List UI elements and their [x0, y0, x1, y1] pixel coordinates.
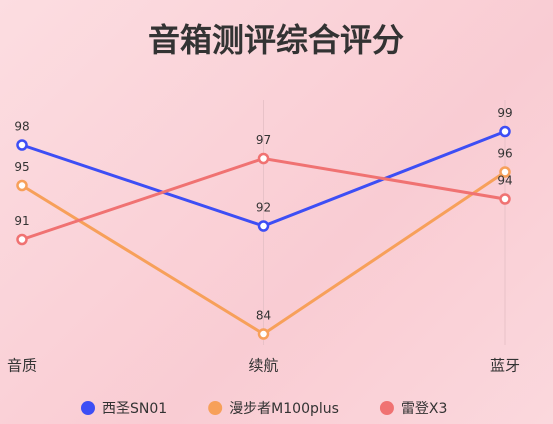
x-tick-label: 续航 — [248, 357, 278, 375]
x-tick-label: 蓝牙 — [490, 357, 520, 375]
legend-swatch — [208, 401, 223, 415]
data-point — [257, 220, 270, 232]
data-label: 98 — [14, 120, 29, 134]
data-label: 99 — [497, 106, 512, 120]
legend-label: 西圣SN01 — [102, 401, 167, 417]
chart-title: 音箱测评综合评分 — [148, 21, 404, 59]
legend-swatch — [81, 401, 95, 415]
data-point — [257, 152, 270, 165]
data-point — [499, 166, 511, 178]
data-label: 92 — [256, 201, 271, 215]
legend-label: 漫步者M100plus — [229, 401, 339, 417]
legend-swatch — [379, 401, 394, 415]
data-point — [499, 125, 511, 138]
data-label: 84 — [256, 309, 271, 323]
x-tick-label: 音质 — [7, 357, 37, 375]
data-label: 96 — [497, 147, 512, 161]
data-point — [16, 233, 28, 246]
data-label: 94 — [497, 174, 512, 188]
data-point — [16, 179, 28, 192]
data-label: 95 — [14, 160, 29, 174]
data-label: 91 — [14, 214, 29, 228]
data-point — [16, 139, 28, 151]
data-point — [499, 193, 511, 205]
data-label: 97 — [256, 133, 271, 147]
data-point — [257, 328, 270, 340]
legend-label: 雷登X3 — [401, 401, 448, 417]
